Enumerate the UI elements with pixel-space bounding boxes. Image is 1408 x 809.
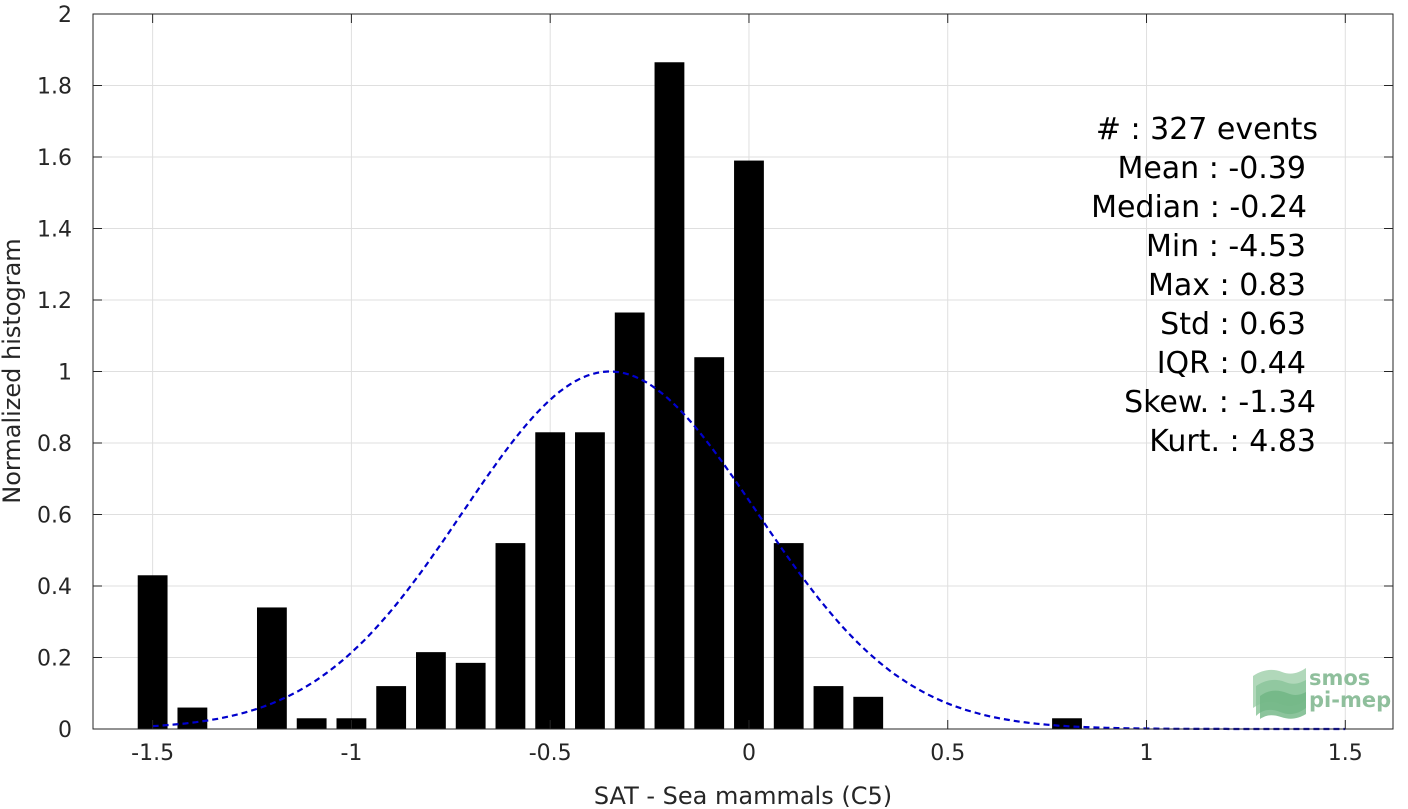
stat-max: Max : 0.83: [1148, 268, 1306, 303]
stat-kurt: Kurt. : 4.83: [1149, 424, 1316, 459]
y-tick-label: 0.4: [37, 575, 72, 600]
logo-line1: smos: [1309, 666, 1370, 690]
stats-annotation: # : 327 events Mean : -0.39 Median : -0.…: [1091, 112, 1318, 459]
y-tick-label: 1.4: [37, 218, 72, 243]
x-tick-label: 1: [1140, 741, 1154, 766]
smos-pimep-logo: smos pi-mep: [1253, 666, 1391, 719]
histogram-bar: [416, 652, 446, 729]
histogram-bar: [535, 432, 566, 729]
histogram-bar: [614, 312, 645, 729]
x-tick-label: 0: [742, 741, 756, 766]
x-tick-label: 1.5: [1328, 741, 1363, 766]
y-tick-label: 0.8: [37, 432, 72, 457]
stat-min: Min : -4.53: [1146, 229, 1306, 264]
stat-skew: Skew. : -1.34: [1124, 385, 1316, 420]
histogram-bar: [296, 718, 327, 729]
y-tick-label: 1.6: [37, 146, 72, 171]
histogram-bar: [694, 357, 725, 729]
stat-iqr: IQR : 0.44: [1157, 346, 1306, 381]
histogram-bar: [575, 432, 605, 729]
bars: [137, 62, 1082, 729]
y-tick-label: 0: [58, 718, 72, 743]
histogram-bar: [734, 160, 764, 729]
y-axis-label: Normalized histogram: [0, 238, 26, 503]
histogram-bar: [495, 543, 526, 729]
x-tick-label: -0.5: [529, 741, 572, 766]
histogram-bar: [654, 62, 685, 729]
histogram-bar: [376, 686, 407, 729]
y-tick-labels: 0 0.2 0.4 0.6 0.8 1 1.2 1.4 1.6 1.8 2: [37, 3, 72, 743]
histogram-bar: [1052, 718, 1082, 729]
x-tick-label: -1.5: [131, 741, 174, 766]
histogram-bar: [137, 575, 168, 729]
histogram-bar: [256, 607, 287, 729]
stat-events: # : 327 events: [1096, 112, 1318, 147]
y-tick-label: 1.2: [37, 289, 72, 314]
x-axis-label: SAT - Sea mammals (C5): [594, 782, 892, 809]
logo-wave-icon: [1253, 668, 1306, 719]
x-tick-labels: -1.5 -1 -0.5 0 0.5 1 1.5: [131, 741, 1363, 766]
histogram-bar: [455, 662, 486, 729]
stat-median: Median : -0.24: [1091, 190, 1307, 225]
stat-mean: Mean : -0.39: [1117, 151, 1306, 186]
stat-std: Std : 0.63: [1160, 307, 1306, 342]
x-tick-label: 0.5: [930, 741, 965, 766]
x-tick-label: -1: [340, 741, 362, 766]
y-tick-label: 1.8: [37, 75, 72, 100]
y-tick-label: 0.2: [37, 647, 72, 672]
y-tick-label: 1: [58, 361, 72, 386]
logo-line2: pi-mep: [1309, 688, 1391, 712]
ticks: [93, 13, 1393, 730]
histogram-bar: [773, 543, 804, 729]
y-tick-label: 2: [58, 3, 72, 28]
histogram-bar: [177, 707, 208, 729]
histogram-bar: [813, 686, 844, 729]
histogram-bar: [853, 696, 884, 729]
y-tick-label: 0.6: [37, 504, 72, 529]
